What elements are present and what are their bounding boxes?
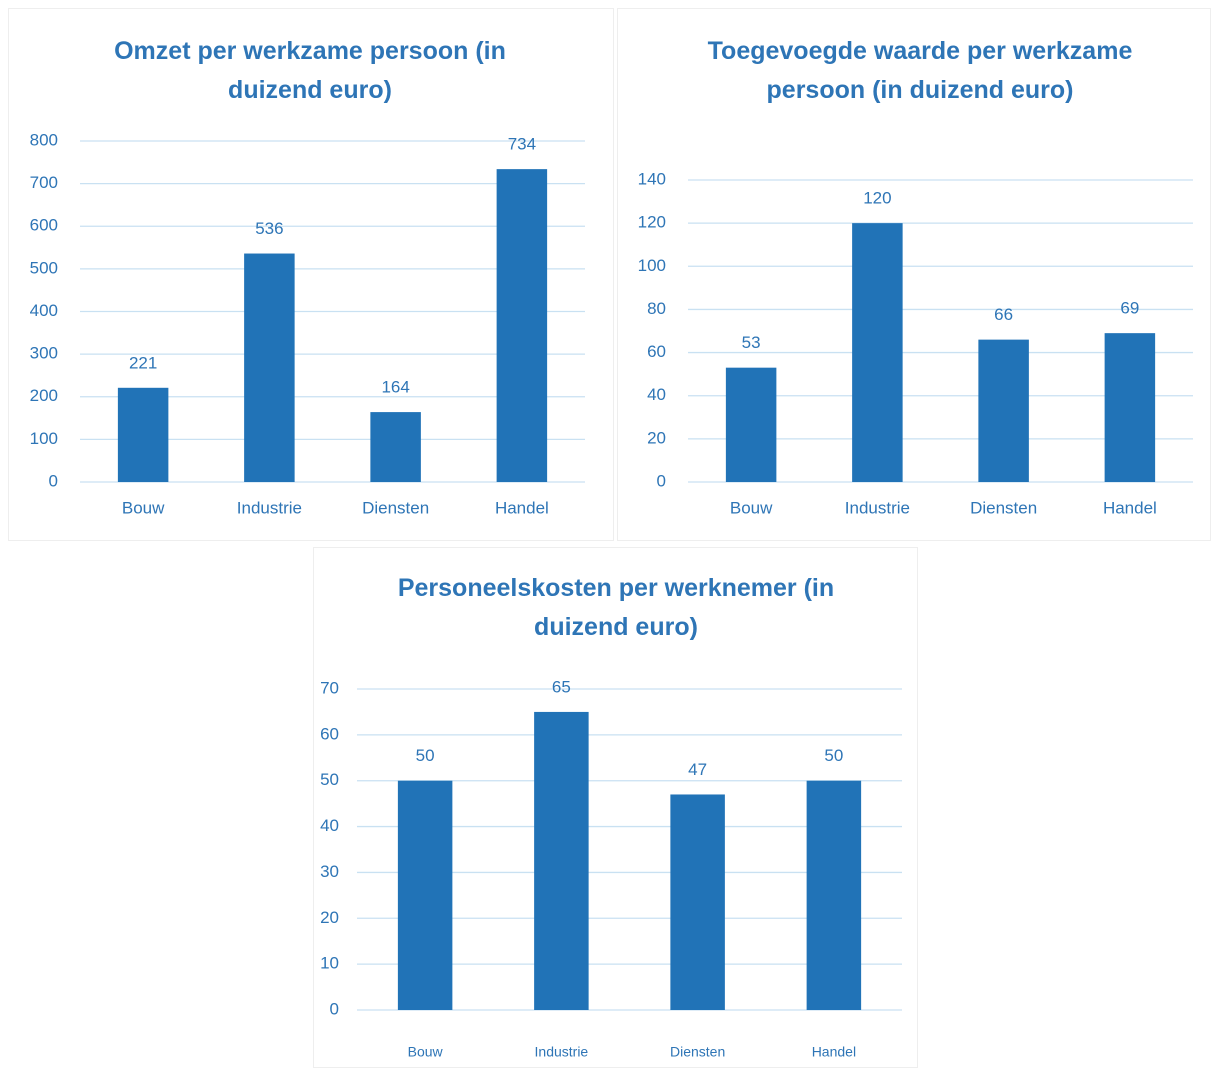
bar [725,367,777,482]
x-tick-label: Industrie [237,498,302,517]
x-tick-label: Handel [495,498,549,517]
y-tick-label: 60 [320,724,339,743]
value-label: 536 [255,219,283,238]
y-tick-label: 10 [320,954,339,973]
value-label: 734 [508,135,536,154]
y-tick-label: 50 [320,770,339,789]
value-label: 69 [1120,299,1139,318]
y-tick-label: 40 [320,816,339,835]
x-tick-label: Diensten [670,1044,725,1060]
x-tick-label: Bouw [408,1044,444,1060]
value-label: 53 [742,333,761,352]
x-tick-label: Bouw [730,498,773,517]
x-tick-label: Diensten [362,498,429,517]
bar [117,387,169,482]
value-label: 120 [863,189,891,208]
y-tick-label: 80 [647,299,666,318]
y-tick-label: 100 [638,256,666,275]
y-tick-label: 30 [320,862,339,881]
bar [806,780,862,1010]
y-tick-label: 400 [30,301,58,320]
bar [852,223,903,482]
y-tick-label: 700 [30,173,58,192]
y-tick-label: 70 [320,678,339,697]
bar [244,253,295,482]
x-tick-label: Industrie [535,1044,589,1060]
x-tick-label: Diensten [970,498,1037,517]
y-tick-label: 100 [30,429,58,448]
bar [370,412,421,482]
y-tick-label: 300 [30,344,58,363]
y-tick-label: 20 [320,908,339,927]
y-tick-label: 140 [638,169,666,188]
y-tick-label: 600 [30,216,58,235]
value-label: 50 [824,746,843,765]
x-tick-label: Bouw [122,498,165,517]
x-tick-label: Handel [1103,498,1157,517]
value-label: 221 [129,353,157,372]
y-tick-label: 0 [330,999,339,1018]
y-tick-label: 60 [647,342,666,361]
y-tick-label: 0 [657,471,666,490]
bar [534,711,589,1010]
x-tick-label: Industrie [845,498,910,517]
value-label: 66 [994,305,1013,324]
chart-title: Toegevoegde waarde per werkzame persoon … [707,37,1133,104]
bar [397,780,453,1010]
value-label: 65 [552,677,571,696]
chart-title: Personeelskosten per werknemer (in duize… [397,574,835,641]
x-tick-label: Handel [812,1044,856,1060]
chart-title: Omzet per werkzame persoon (in duizend e… [114,37,506,104]
value-label: 50 [416,746,435,765]
bar [978,339,1029,482]
y-tick-label: 120 [638,213,666,232]
y-tick-label: 500 [30,258,58,277]
y-tick-label: 0 [49,471,58,490]
y-tick-label: 40 [647,385,666,404]
value-label: 164 [381,378,409,397]
bar [1104,333,1156,482]
y-tick-label: 800 [30,130,58,149]
bar [496,169,548,482]
bar [670,794,725,1010]
y-tick-label: 200 [30,386,58,405]
y-tick-label: 20 [647,428,666,447]
value-label: 47 [688,760,707,779]
